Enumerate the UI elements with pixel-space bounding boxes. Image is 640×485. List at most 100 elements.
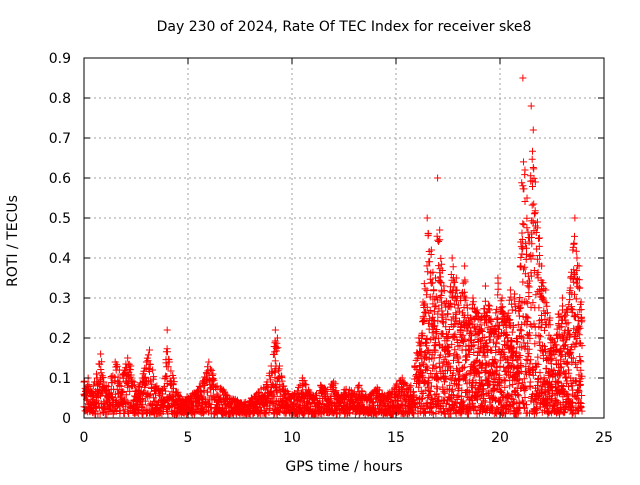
data-point (298, 374, 306, 382)
data-point (511, 290, 519, 298)
data-point (542, 286, 550, 294)
data-point (456, 294, 464, 302)
data-point (452, 274, 460, 282)
x-axis-label: GPS time / hours (285, 459, 402, 475)
data-point (536, 234, 544, 242)
y-tick-label: 0.9 (49, 51, 71, 67)
y-tick-label: 0.6 (49, 171, 71, 187)
data-point (86, 390, 94, 398)
data-point (311, 394, 319, 402)
data-point (89, 382, 97, 390)
data-point (163, 326, 171, 334)
data-point (573, 254, 581, 262)
data-point (427, 246, 435, 254)
x-tick-label: 10 (283, 430, 301, 446)
data-point (481, 282, 489, 290)
data-point (305, 386, 313, 394)
data-point (527, 102, 535, 110)
background-scatter (80, 147, 586, 418)
data-points (80, 74, 585, 410)
data-point (180, 398, 188, 406)
data-point (255, 390, 263, 398)
data-point (165, 358, 173, 366)
chart-title: Day 230 of 2024, Rate Of TEC Index for r… (157, 19, 532, 35)
data-point (103, 386, 111, 394)
plot-frame (83, 57, 605, 419)
data-point (100, 378, 108, 386)
data-point (219, 386, 227, 394)
data-point (569, 246, 577, 254)
data-point (577, 298, 585, 306)
data-point (392, 382, 400, 390)
data-point (286, 394, 294, 402)
data-point (342, 386, 350, 394)
data-point (153, 382, 161, 390)
data-point (477, 314, 485, 322)
data-point (440, 282, 448, 290)
y-tick-label: 0.3 (49, 291, 71, 307)
data-point (149, 366, 157, 374)
x-tick-labels: 0 5 10 15 20 25 (80, 430, 613, 446)
data-point (174, 390, 182, 398)
scatter-texture (80, 147, 586, 418)
y-tick-label: 0.7 (49, 131, 71, 147)
data-point (226, 394, 234, 402)
data-point (361, 394, 369, 402)
data-point (124, 354, 132, 362)
data-point (519, 74, 527, 82)
data-point (523, 194, 531, 202)
data-point (506, 286, 514, 294)
data-point (529, 126, 537, 134)
data-point (469, 294, 477, 302)
data-point (130, 378, 138, 386)
data-point (246, 398, 254, 406)
data-point (373, 386, 381, 394)
data-point (120, 370, 128, 378)
y-tick-label: 0.8 (49, 91, 71, 107)
data-point (538, 262, 546, 270)
data-point (271, 326, 279, 334)
y-tick-labels: 0 0.1 0.2 0.3 0.4 0.5 0.6 0.7 0.8 0.9 (49, 51, 71, 427)
data-point (348, 390, 356, 398)
data-point (232, 398, 240, 406)
data-point (276, 362, 284, 370)
data-point (157, 390, 165, 398)
data-point (263, 378, 271, 386)
data-point (533, 218, 541, 226)
x-tick-label: 5 (184, 430, 193, 446)
data-point (273, 334, 281, 342)
data-point (515, 302, 523, 310)
y-axis-label: ROTI / TECUs (5, 195, 21, 287)
x-tick-label: 20 (491, 430, 509, 446)
y-tick-label: 0.4 (49, 251, 71, 267)
data-point (490, 326, 498, 334)
data-point (494, 274, 502, 282)
data-point (192, 390, 200, 398)
data-point (502, 318, 510, 326)
y-tick-label: 0 (62, 411, 71, 427)
x-tick-label: 15 (387, 430, 405, 446)
data-point (386, 390, 394, 398)
data-point (111, 358, 119, 366)
data-point (567, 274, 575, 282)
data-point (563, 306, 571, 314)
data-point (498, 294, 506, 302)
data-point (134, 386, 142, 394)
y-tick-label: 0.5 (49, 211, 71, 227)
data-point (436, 226, 444, 234)
data-point (97, 350, 105, 358)
x-tick-label: 25 (595, 430, 613, 446)
data-point (444, 302, 452, 310)
data-point (461, 262, 469, 270)
data-point (423, 214, 431, 222)
data-point (127, 362, 135, 370)
data-point (317, 382, 325, 390)
data-point (205, 358, 213, 366)
data-point (169, 374, 177, 382)
data-point (521, 166, 529, 174)
data-point (473, 306, 481, 314)
data-point (323, 390, 331, 398)
y-tick-label: 0.2 (49, 331, 71, 347)
data-point (546, 314, 554, 322)
data-point (571, 214, 579, 222)
